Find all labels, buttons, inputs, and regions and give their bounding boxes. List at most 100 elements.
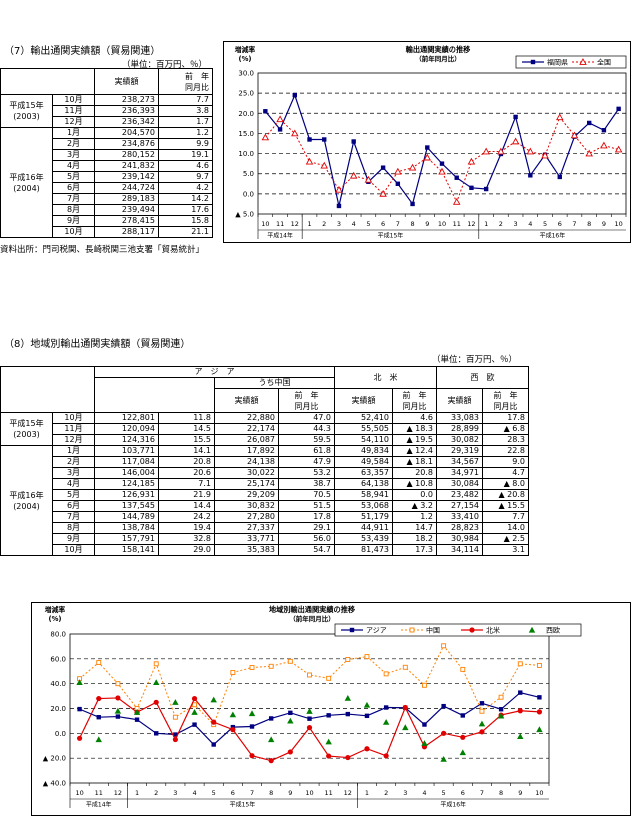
data-point (267, 736, 275, 743)
table-row: 3月 146,004 20.6 30,022 53.2 63,357 20.8 34,971 4… (1, 467, 529, 479)
x-tick-label: 10 (305, 789, 313, 797)
legend-label: 全国 (597, 58, 611, 67)
y-tick-label: ▲ 20.0 (43, 755, 66, 763)
china-yoy-header: 前 年同月比 (278, 388, 335, 413)
asia-yoy-cell: 20.8 (158, 456, 215, 468)
x-tick-label: 12 (344, 789, 352, 797)
china-yoy-cell: 54.7 (278, 544, 335, 556)
x-tick-label: 10 (438, 220, 446, 228)
data-point (76, 679, 83, 686)
x-tick-label: 8 (269, 789, 273, 797)
data-point (292, 92, 297, 98)
na-yoy-cell: ▲ 10.8 (392, 478, 437, 490)
col-value-header: 実績額 (94, 68, 159, 95)
table-row: 10月 158,141 29.0 35,383 54.7 81,473 17.3 34,114… (1, 544, 529, 556)
china-yoy-cell: 51.5 (278, 500, 335, 512)
chart-title: 地域別輸出通関実績の推移 (269, 605, 356, 614)
data-point (268, 663, 274, 669)
section8-table: ア ジ ア 北 米 西 欧 うち中国 実績額 前 年同月比 実績額 前 年同月比… (0, 366, 529, 556)
month-cell: 12月 (52, 116, 95, 128)
na-value-cell: 64,138 (334, 478, 393, 490)
asia-yoy-cell: 24.2 (158, 511, 215, 523)
legend-label: 西欧 (546, 626, 560, 635)
y-axis-label: 増減率 (45, 605, 66, 614)
section7-body: 平成15年 (2003) 10月 238,273 7.7 11月 236,393 3.8 12月… (0, 94, 213, 238)
data-point (614, 145, 623, 153)
month-cell: 6月 (52, 182, 95, 194)
data-point (498, 694, 504, 700)
eu-header: 西 欧 (436, 366, 529, 389)
yoy-cell: 1.7 (158, 116, 213, 128)
data-point (478, 720, 486, 727)
x-tick-label: 7 (250, 789, 254, 797)
china-value-cell: 17,892 (214, 445, 279, 457)
china-yoy-cell: 29.1 (278, 522, 335, 534)
x-tick-label: 3 (173, 789, 177, 797)
data-point (307, 137, 312, 142)
month-cell: 11月 (52, 423, 95, 435)
data-point (172, 714, 178, 720)
data-point (364, 654, 370, 660)
table-row: 10月 288,117 21.1 (1, 226, 213, 238)
x-tick-label: 10 (261, 220, 269, 228)
china-yoy-cell: 61.8 (278, 445, 335, 457)
x-tick-label: 7 (480, 789, 484, 797)
x-tick-label: 3 (337, 220, 341, 228)
data-point (497, 712, 505, 719)
china-yoy-cell: 44.3 (278, 423, 335, 435)
eu-yoy-cell: 14.0 (482, 522, 529, 534)
eu-value-cell: 28,899 (436, 423, 483, 435)
na-value-header: 実績額 (334, 388, 393, 413)
month-cell: 10月 (52, 544, 95, 556)
asia-value-cell: 126,931 (94, 489, 159, 501)
asia-yoy-cell: 14.5 (158, 423, 215, 435)
data-point (459, 749, 466, 756)
x-tick-label: 10 (614, 220, 622, 228)
era-label: 平成16年 (540, 232, 566, 240)
table-row: 平成16年 (2004) 1月 204,570 1.2 (0, 127, 213, 238)
na-yoy-header: 前 年同月比 (392, 388, 437, 413)
legend-marker (469, 627, 475, 633)
x-tick-label: 6 (381, 220, 385, 228)
china-yoy-cell: 56.0 (278, 533, 335, 545)
na-yoy-cell: ▲ 18.1 (392, 456, 437, 468)
x-tick-label: 1 (484, 220, 488, 228)
table-row: 9月 157,791 32.8 33,771 56.0 53,439 18.2 30,984 ▲… (1, 533, 529, 545)
x-tick-label: 1 (135, 789, 139, 797)
na-yoy-cell: 4.6 (392, 412, 437, 424)
data-point (268, 716, 274, 721)
y-tick-label: 0.0 (55, 730, 66, 738)
legend-marker (579, 58, 587, 65)
china-value-cell: 25,174 (214, 478, 279, 490)
x-tick-label: 4 (192, 789, 196, 797)
month-cell: 2月 (52, 138, 95, 150)
chart2: 地域別輸出通関実績の推移（前年同月比） 増減率(%) ▲ 40.0 ▲ 20.0 0.0… (43, 605, 582, 809)
legend-label: 北米 (486, 626, 500, 635)
eu-yoy-cell: 28.3 (482, 434, 529, 446)
y-tick-label: ▲ 5.0 (235, 211, 254, 219)
eu-yoy-cell: 9.0 (482, 456, 529, 468)
data-point (326, 713, 331, 718)
data-point (479, 708, 485, 714)
month-cell: 4月 (52, 478, 95, 490)
eu-value-cell: 28,823 (436, 522, 483, 534)
asia-value-cell: 124,316 (94, 434, 159, 446)
col-yoy-header: 前 年同月比 (158, 68, 213, 95)
data-point (497, 147, 505, 155)
china-yoy-cell: 17.8 (278, 511, 335, 523)
data-point (394, 167, 402, 175)
y-tick-label: 40.0 (50, 680, 66, 688)
data-point (307, 672, 312, 678)
data-point (345, 711, 351, 717)
data-point (230, 670, 236, 675)
yoy-cell: 7.7 (158, 94, 213, 106)
x-tick-label: 4 (528, 220, 532, 228)
month-cell: 11月 (52, 105, 95, 117)
value-cell: 239,494 (94, 204, 159, 216)
asia-value-cell: 103,771 (94, 445, 159, 457)
eu-yoy-cell: 3.1 (482, 544, 529, 556)
eu-value-cell: 33,410 (436, 511, 483, 523)
y-tick-label: 5.0 (243, 170, 254, 178)
asia-header: ア ジ ア (94, 366, 335, 378)
y-axis-unit: (%) (238, 55, 251, 63)
